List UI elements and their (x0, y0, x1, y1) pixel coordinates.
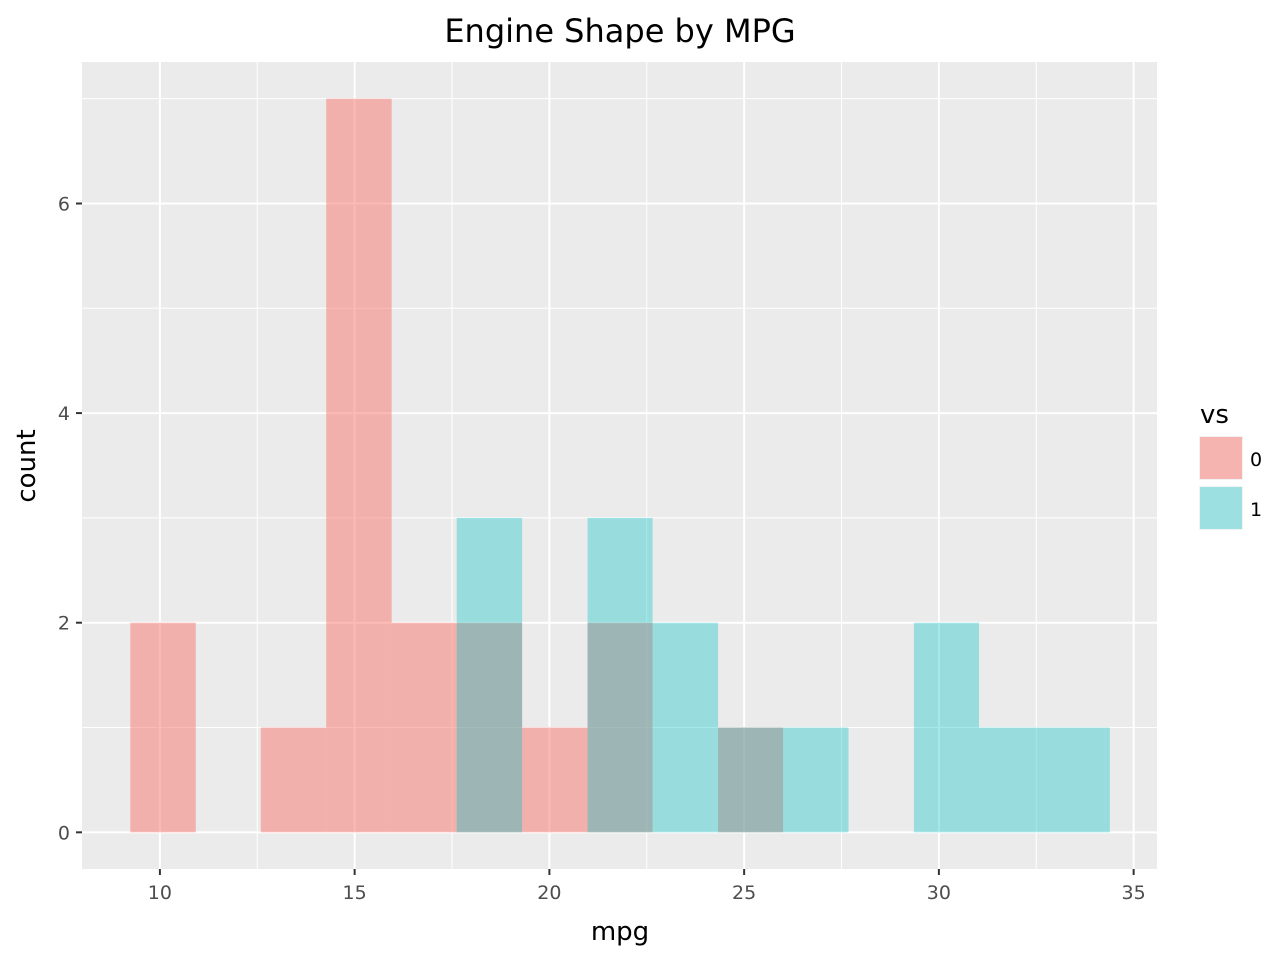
histogram-bar-1 (652, 622, 719, 833)
legend-key-background (1199, 486, 1243, 530)
histogram-bar-0 (391, 622, 457, 833)
histogram-bar-0 (130, 622, 196, 833)
x-tick-label: 15 (343, 882, 367, 904)
histogram-bar-0 (326, 98, 392, 833)
histogram-bar-1 (456, 517, 523, 833)
histogram-bar-1 (1044, 727, 1110, 833)
histogram-bar-0 (260, 727, 327, 833)
legend-swatch-0 (1200, 437, 1242, 479)
histogram-bar-1 (979, 727, 1045, 833)
legend-title: vs (1200, 400, 1229, 430)
histogram-bar-1 (587, 517, 653, 833)
x-tick-label: 35 (1122, 882, 1146, 904)
legend-label-1: 1 (1250, 499, 1262, 521)
y-tick-label: 6 (58, 193, 70, 215)
histogram-bar-1 (913, 622, 980, 833)
histogram-bar-1 (718, 727, 784, 833)
histogram-bar-0 (718, 727, 784, 833)
histogram-bar-1 (783, 727, 849, 833)
histogram-bar-0 (587, 622, 653, 833)
histogram-bar-0 (522, 727, 588, 833)
x-axis-label: mpg (591, 917, 649, 947)
legend: vs 0 1 (1199, 400, 1262, 530)
y-tick-label: 0 (58, 822, 70, 844)
y-tick-label: 2 (58, 613, 70, 635)
x-tick-label: 20 (537, 882, 561, 904)
series-0-bars (130, 98, 784, 833)
y-axis: 0 2 4 6 (58, 193, 82, 844)
histogram-bar-0 (456, 622, 523, 833)
legend-swatch-1 (1200, 487, 1242, 529)
x-tick-label: 10 (148, 882, 172, 904)
chart-title: Engine Shape by MPG (444, 12, 795, 50)
y-axis-label: count (12, 429, 42, 502)
x-axis: 10 15 20 25 30 35 (148, 869, 1146, 904)
x-tick-label: 25 (732, 882, 756, 904)
series-1-bars (456, 517, 1110, 833)
legend-label-0: 0 (1250, 449, 1262, 471)
x-tick-label: 30 (927, 882, 951, 904)
y-tick-label: 4 (58, 403, 70, 425)
